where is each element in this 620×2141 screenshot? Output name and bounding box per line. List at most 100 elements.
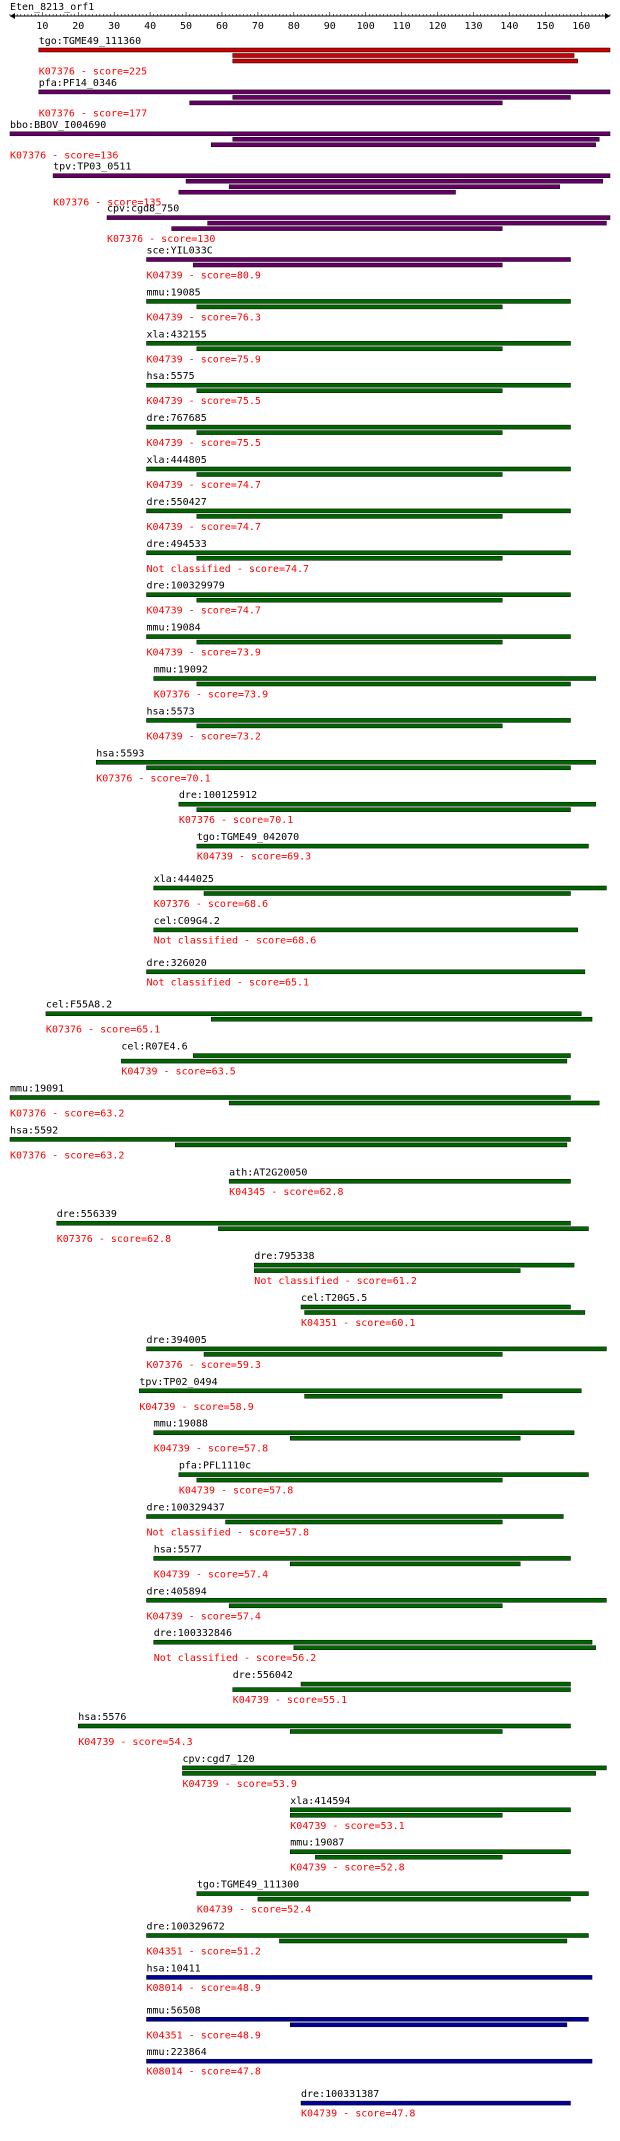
alignment-bar	[304, 1310, 586, 1315]
alignment-bar	[210, 1016, 593, 1022]
hit-name-label: mmu:223864	[147, 2047, 207, 2058]
ko-score-label: K04739 - score=80.9	[147, 271, 261, 282]
alignment-bar	[254, 1268, 521, 1273]
alignment-bar	[189, 100, 503, 106]
alignment-bar	[178, 189, 456, 195]
alignment-bar	[196, 304, 503, 310]
ko-score-label: K07376 - score=59.3	[147, 1360, 261, 1371]
ko-score-label: K04739 - score=52.8	[290, 1863, 404, 1874]
alignment-bar	[153, 1639, 593, 1645]
ko-score-label: K07376 - score=130	[107, 234, 215, 245]
alignment-bar	[146, 969, 586, 975]
ruler-tick-label: 100	[357, 21, 375, 32]
ko-score-label: K04739 - score=57.8	[179, 1486, 293, 1497]
alignment-bar	[196, 430, 503, 435]
ko-score-label: K04739 - score=76.3	[147, 312, 261, 323]
alignment-bar	[38, 47, 611, 53]
alignment-bar	[196, 807, 571, 812]
alignment-bar	[300, 1681, 571, 1687]
alignment-bar	[146, 424, 571, 430]
alignment-bar	[196, 388, 503, 393]
alignment-bar	[196, 723, 503, 729]
ruler-tick-label: 50	[180, 21, 192, 32]
alignment-row: cpv:cgd8_750 K07376 - score=130	[106, 204, 611, 245]
ko-score-label: K04739 - score=57.4	[147, 1611, 261, 1622]
ko-score-label: K04739 - score=73.9	[147, 648, 261, 659]
ruler-tick-label: 40	[144, 21, 156, 32]
alignment-bar	[78, 1723, 571, 1729]
alignment-bar	[146, 1514, 564, 1519]
ko-score-label: K07376 - score=177	[39, 108, 147, 119]
alignment-bar	[146, 1933, 589, 1938]
alignment-bar	[153, 885, 607, 891]
hit-name-label: mmu:19088	[154, 1419, 208, 1430]
alignment-row: hsa:5573 K04739 - score=73.2	[146, 706, 571, 742]
hit-name-label: xla:444025	[154, 874, 214, 885]
ko-score-label: K04739 - score=73.2	[147, 731, 261, 742]
ruler-tick-label: 70	[252, 21, 264, 32]
alignment-row: tgo:TGME49_042070 K04739 - score=69.3	[196, 832, 589, 863]
hit-name-label: mmu:19092	[154, 665, 208, 676]
hit-name-label: dre:326020	[147, 958, 207, 969]
alignment-bar	[146, 1346, 607, 1352]
alignment-bar	[192, 262, 503, 268]
hit-name-label: cel:C09G4.2	[154, 916, 220, 927]
alignment-bar	[146, 2017, 589, 2022]
alignment-bar	[232, 1687, 571, 1692]
ko-score-label: K04739 - score=54.3	[78, 1737, 192, 1748]
alignment-row: mmu:19088 K04739 - score=57.8	[153, 1419, 575, 1455]
ko-score-label: K04739 - score=52.4	[197, 1905, 311, 1916]
ruler-tick-label: 90	[324, 21, 336, 32]
alignment-bar	[146, 765, 571, 771]
hit-name-label: sce:YIL033C	[147, 246, 213, 257]
ko-score-label: K04739 - score=58.9	[139, 1402, 253, 1413]
hit-name-label: tgo:TGME49_042070	[197, 832, 299, 843]
ruler-tick-label: 110	[393, 21, 411, 32]
alignment-row: hsa:5592 K07376 - score=63.2	[9, 1125, 571, 1161]
hit-name-label: tgo:TGME49_111300	[197, 1880, 299, 1891]
alignment-bar	[146, 1598, 607, 1603]
ko-score-label: Not classified - score=74.7	[147, 564, 310, 575]
alignment-bar	[153, 927, 578, 933]
ruler-right-arrow	[605, 13, 610, 19]
alignment-bar	[146, 508, 571, 514]
ko-score-label: K08014 - score=47.8	[147, 2067, 261, 2078]
alignment-bar	[175, 1142, 568, 1148]
hit-name-label: mmu:19087	[290, 1838, 344, 1849]
alignment-bar	[232, 58, 578, 64]
hit-name-label: dre:795338	[254, 1251, 314, 1262]
alignment-bar	[228, 1603, 503, 1609]
hit-name-label: dre:556042	[233, 1670, 293, 1681]
ko-score-label: K04739 - score=75.5	[147, 438, 261, 449]
ko-score-label: K08014 - score=48.9	[147, 1983, 261, 1994]
alignment-row: hsa:5577 K04739 - score=57.4	[153, 1544, 571, 1580]
alignment-bar	[178, 801, 596, 807]
hit-name-label: hsa:10411	[147, 1963, 201, 1974]
ko-score-label: K07376 - score=73.9	[154, 690, 268, 701]
ko-score-label: K07376 - score=63.2	[10, 1150, 124, 1161]
hit-name-label: dre:494533	[147, 539, 207, 550]
hit-name-label: dre:405894	[147, 1586, 207, 1597]
alignment-bar	[304, 1394, 503, 1399]
alignment-row: cel:F55A8.2 K07376 - score=65.1	[45, 1000, 593, 1036]
alignment-row: xla:414594 K04739 - score=53.1	[289, 1796, 571, 1832]
alignment-row: cel:T20G5.5 K04351 - score=60.1	[300, 1293, 586, 1329]
alignment-bar	[106, 215, 611, 220]
alignment-row: tgo:TGME49_111300 K04739 - score=52.4	[196, 1880, 589, 1916]
alignment-bar	[146, 299, 571, 304]
alignment-bar	[289, 2022, 568, 2028]
alignment-bar	[196, 514, 503, 519]
alignment-bar	[232, 95, 571, 100]
ko-score-label: Not classified - score=56.2	[154, 1653, 317, 1664]
hit-name-label: dre:394005	[147, 1335, 207, 1346]
hit-name-label: cpv:cgd8_750	[107, 204, 179, 215]
ko-score-label: K07376 - score=65.1	[46, 1025, 160, 1036]
alignment-row: dre:100329979 K04739 - score=74.7	[146, 581, 571, 617]
alignment-bar	[254, 1262, 575, 1268]
ko-score-label: K07376 - score=70.1	[179, 815, 293, 826]
alignment-bar	[196, 1891, 589, 1896]
ko-score-label: K04351 - score=60.1	[301, 1318, 415, 1329]
alignment-bar	[45, 1011, 582, 1016]
